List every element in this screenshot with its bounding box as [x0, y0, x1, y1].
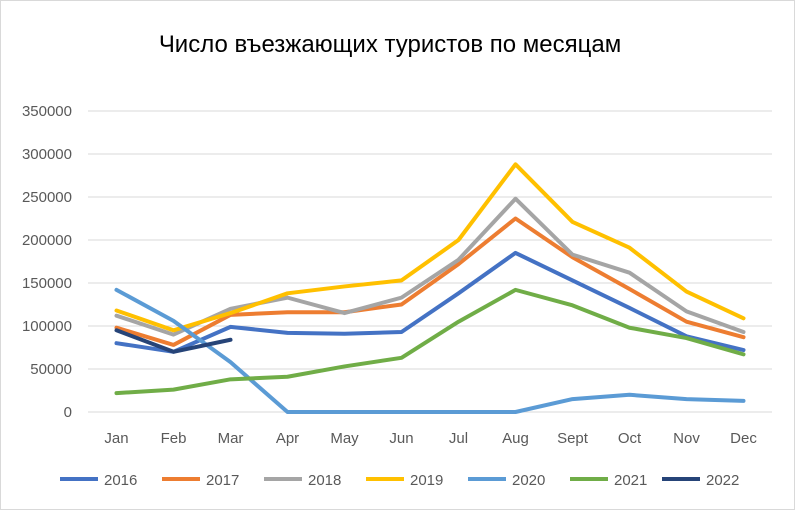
x-tick-label: Aug — [502, 430, 529, 447]
y-tick-label: 350000 — [22, 103, 72, 120]
legend-item-2016: 2016 — [60, 472, 137, 489]
series-line-2017 — [114, 216, 746, 347]
x-tick-label: Nov — [673, 430, 700, 447]
legend-item-2021: 2021 — [570, 472, 647, 489]
series-line-2016 — [114, 250, 746, 354]
legend-item-2020: 2020 — [468, 472, 545, 489]
series-line-2019 — [114, 162, 746, 333]
x-tick-label: Dec — [730, 430, 757, 447]
chart-title: Число въезжающих туристов по месяцам — [159, 31, 621, 58]
y-tick-label: 50000 — [30, 361, 72, 378]
x-tick-label: Apr — [276, 430, 299, 447]
x-tick-label: Jun — [389, 430, 413, 447]
legend-item-2017: 2017 — [162, 472, 239, 489]
x-tick-label: Sept — [557, 430, 589, 447]
legend-label: 2021 — [614, 472, 647, 489]
x-tick-label: Jul — [449, 430, 468, 447]
x-tick-label: Mar — [218, 430, 244, 447]
x-tick-label: Jan — [104, 430, 128, 447]
x-tick-label: Oct — [618, 430, 642, 447]
legend-label: 2016 — [104, 472, 137, 489]
legend-item-2019: 2019 — [366, 472, 443, 489]
legend-label: 2019 — [410, 472, 443, 489]
y-tick-label: 250000 — [22, 189, 72, 206]
legend-label: 2020 — [512, 472, 545, 489]
series-line-2020 — [114, 287, 746, 414]
y-tick-label: 0 — [64, 404, 72, 421]
series-line-2018 — [114, 196, 746, 337]
legend-item-2018: 2018 — [264, 472, 341, 489]
legend-label: 2018 — [308, 472, 341, 489]
y-tick-label: 150000 — [22, 275, 72, 292]
x-tick-label: May — [330, 430, 359, 447]
y-tick-label: 200000 — [22, 232, 72, 249]
legend-label: 2017 — [206, 472, 239, 489]
y-tick-label: 300000 — [22, 146, 72, 163]
legend-label: 2022 — [706, 472, 739, 489]
y-tick-label: 100000 — [22, 318, 72, 335]
legend-item-2022: 2022 — [662, 472, 739, 489]
x-tick-label: Feb — [161, 430, 187, 447]
series-line-2021 — [114, 287, 746, 396]
